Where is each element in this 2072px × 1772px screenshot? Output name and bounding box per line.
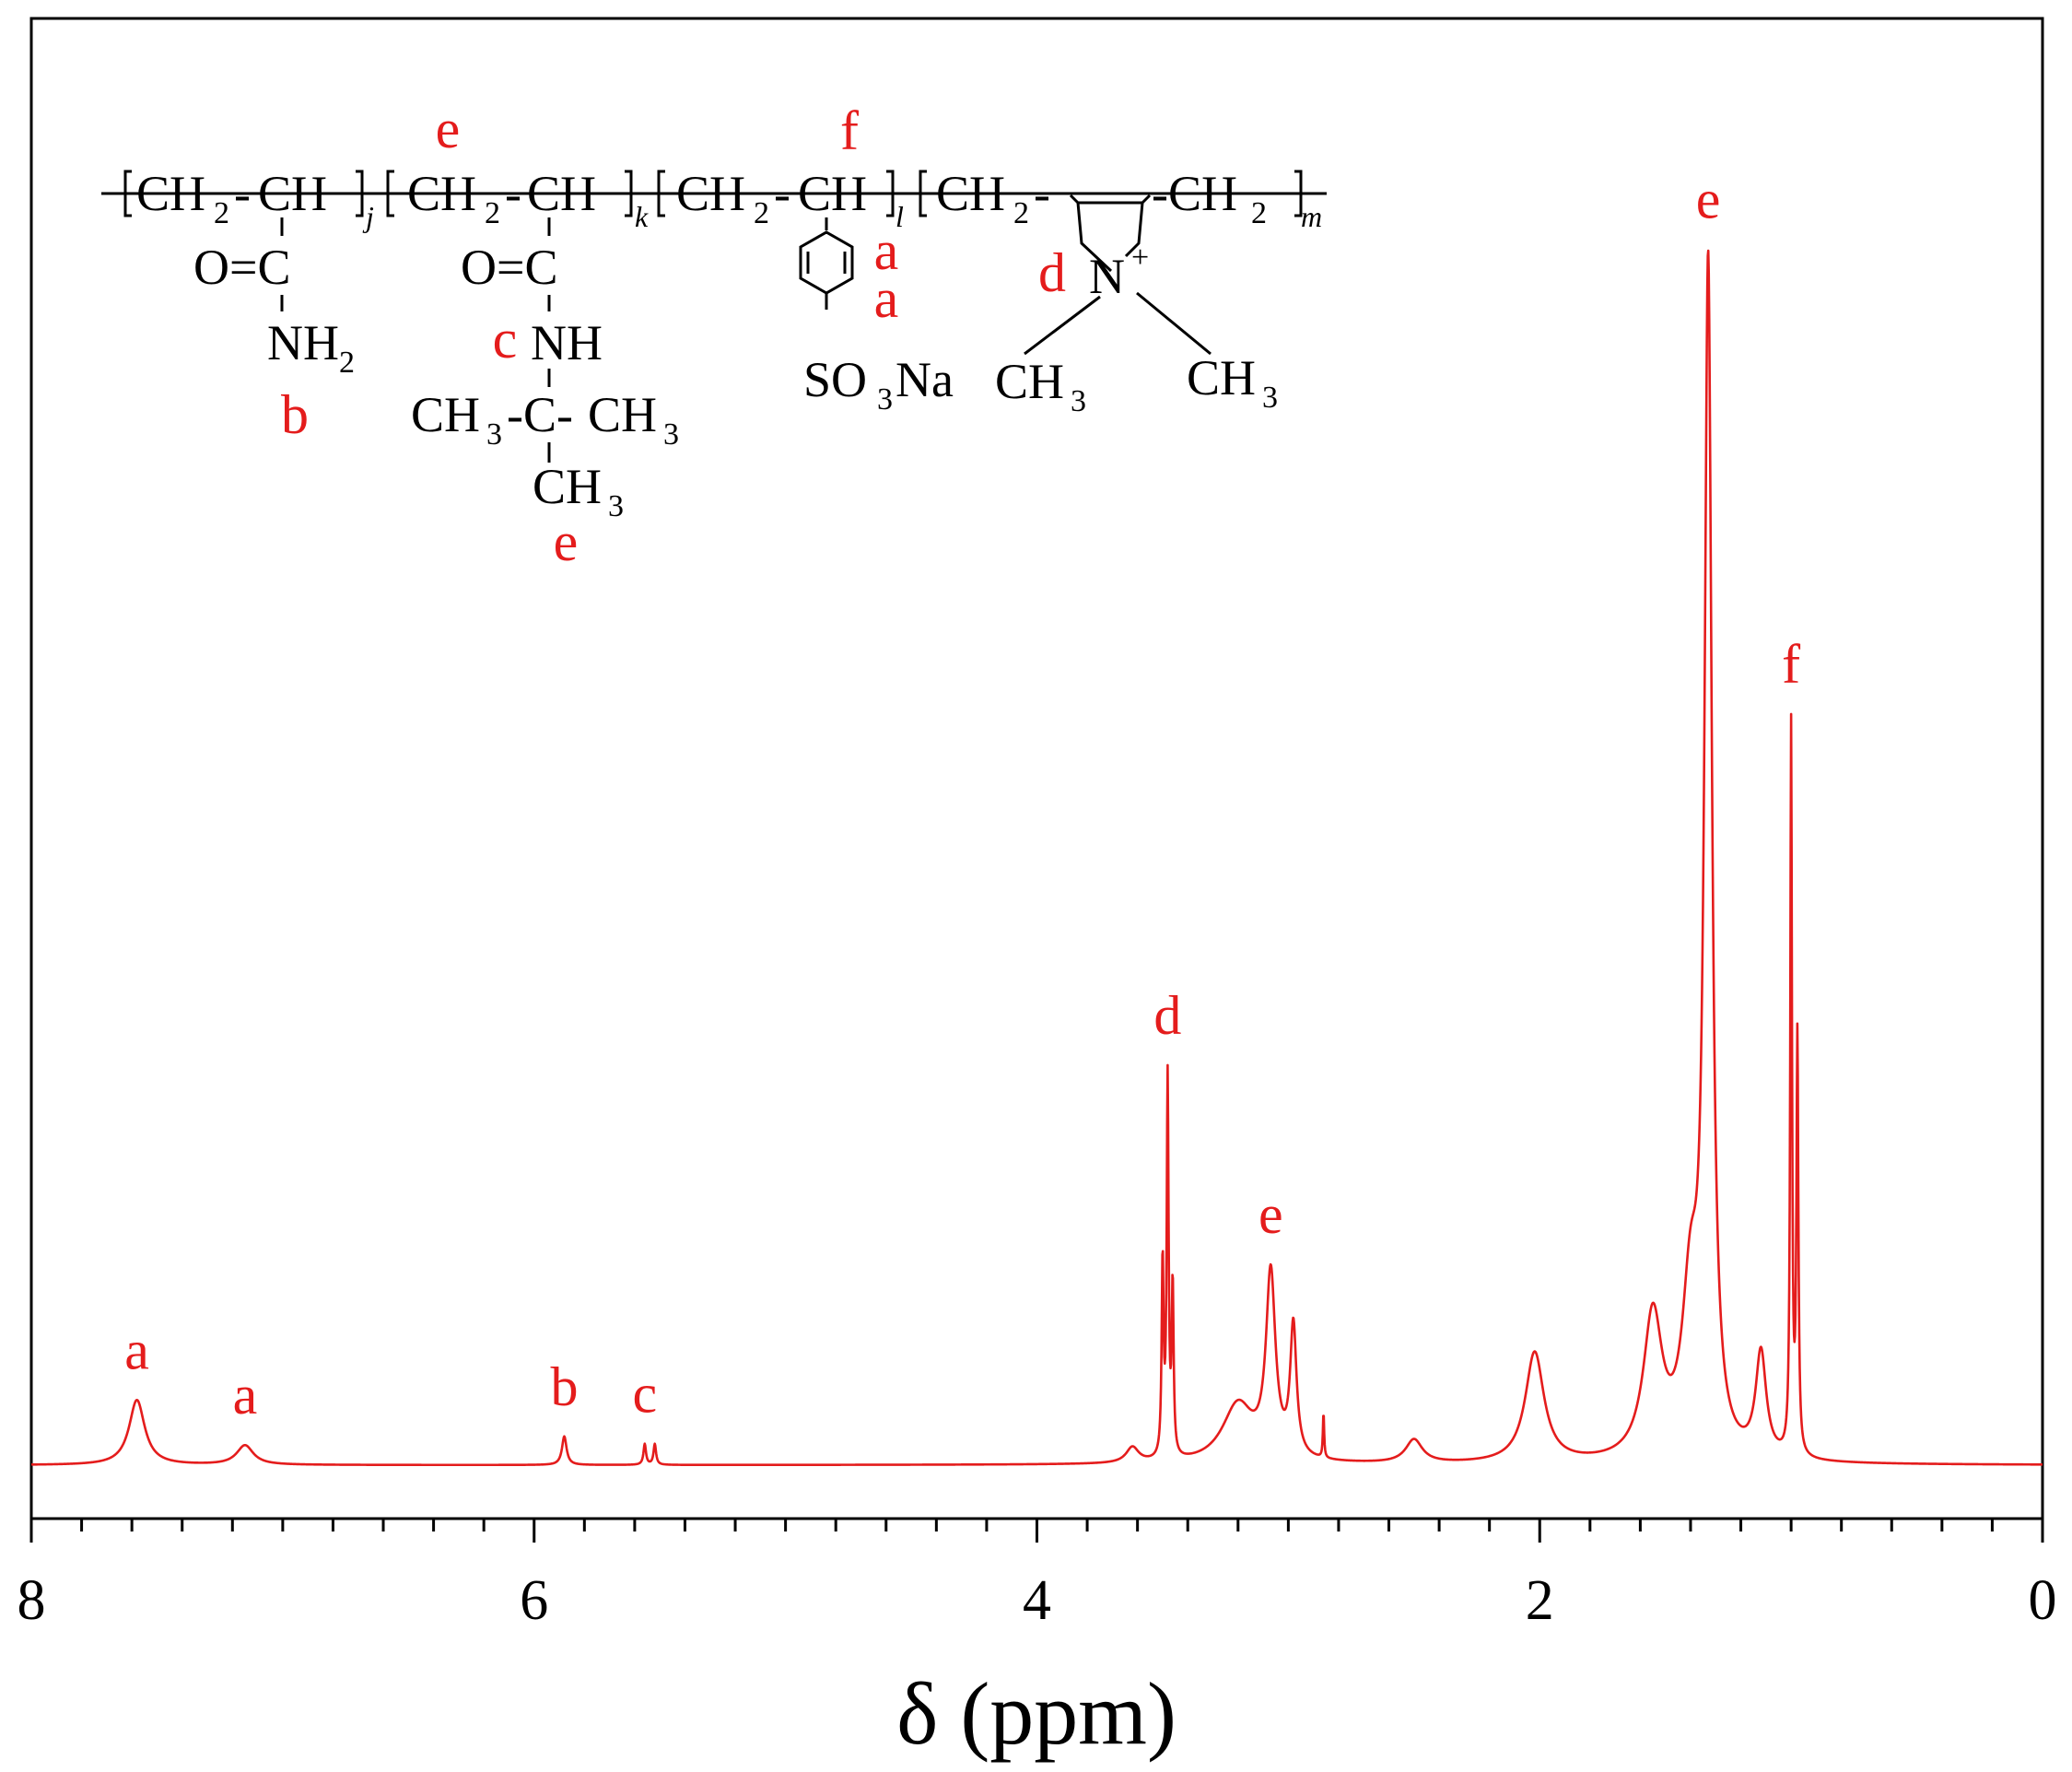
structure-label-a: a: [874, 268, 899, 329]
ch2-subscript: 2: [1013, 196, 1029, 230]
peak-label-a: a: [124, 1320, 149, 1380]
ch3-subscript: 3: [1262, 381, 1278, 415]
methyl-text: CH: [1187, 350, 1256, 405]
peak-label-c: c: [632, 1364, 657, 1425]
ch3-subscript: 3: [486, 417, 502, 452]
repeat-brackets: [123, 170, 1303, 217]
structure-label-c: c: [493, 309, 518, 370]
methyl-text: CH: [533, 459, 602, 514]
ch2-subscript: 2: [1251, 196, 1267, 230]
ch2-subscript: 2: [754, 196, 769, 230]
sulfonate-text: SO: [803, 352, 867, 407]
peak-label-a: a: [233, 1365, 258, 1426]
ch-text: CH: [798, 166, 867, 221]
ch2-text: CH: [407, 166, 476, 221]
pyrrolidinium-ring: [1024, 194, 1212, 356]
structure-label-e: e: [554, 511, 579, 572]
ch3-subscript: 3: [1071, 384, 1086, 418]
ch3-subscript: 3: [608, 489, 624, 523]
chemical-structure: CH 2 - CH j CH 2 - CH k CH 2 - CH l CH 2…: [101, 99, 1327, 572]
ch3-subscript: 3: [663, 417, 679, 452]
peak-label-b: b: [551, 1356, 579, 1417]
peak-label-e: e: [1258, 1184, 1283, 1245]
x-tick-label: 2: [1526, 1569, 1554, 1632]
structure-label-f: f: [840, 100, 859, 161]
subscript-k: k: [635, 200, 649, 233]
structure-label-a: a: [874, 220, 899, 281]
x-tick-label: 6: [520, 1569, 548, 1632]
bond-dash: -: [234, 166, 251, 221]
structure-label-d: d: [1038, 242, 1066, 303]
so3-subscript: 3: [877, 382, 893, 417]
ch2-text: CH: [936, 166, 1005, 221]
x-tick-label: 8: [18, 1569, 46, 1632]
structure-label-e: e: [436, 99, 461, 159]
subscript-l: l: [896, 200, 904, 233]
ch-text: CH: [258, 166, 327, 221]
bond-dash: -: [774, 166, 790, 221]
peak-label-e: e: [1696, 170, 1721, 230]
bond-dash: -: [505, 166, 521, 221]
ch2-text: CH: [676, 166, 745, 221]
structure-label-b: b: [281, 384, 309, 445]
ch2-text: CH: [136, 166, 205, 221]
ch2-text: -CH: [1152, 166, 1237, 221]
spectrum-series-line: [30, 249, 2043, 1467]
x-axis-tick-labels: 8 6 4 2 0: [18, 1569, 2057, 1632]
x-tick-label: 4: [1023, 1569, 1051, 1632]
ch-text: CH: [527, 166, 596, 221]
peak-label-d: d: [1153, 985, 1181, 1046]
bond-dash: -: [1034, 166, 1050, 221]
methyl-text: CH: [411, 387, 480, 442]
subscript-j: j: [362, 200, 374, 233]
methyl-text: CH: [995, 354, 1064, 409]
benzene-ring: [799, 230, 854, 295]
nh2-subscript: 2: [339, 346, 355, 380]
x-axis-ticks: [29, 1519, 2044, 1543]
amine-text: NH: [531, 315, 603, 370]
quaternary-carbon-text: -C-: [507, 387, 573, 442]
peak-label-f: f: [1782, 634, 1800, 695]
sodium-text: Na: [896, 352, 954, 407]
plot-frame: [29, 17, 2044, 1520]
carbonyl-text: O=C: [193, 240, 290, 295]
subscript-m: m: [1301, 200, 1322, 233]
amine-text: NH: [267, 315, 339, 370]
carbonyl-text: O=C: [461, 240, 557, 295]
x-tick-label: 0: [2029, 1569, 2057, 1632]
ch2-subscript: 2: [485, 196, 500, 230]
positive-charge: +: [1131, 241, 1149, 275]
methyl-text: CH: [588, 387, 657, 442]
ch2-subscript: 2: [214, 196, 229, 230]
nitrogen-text: N: [1089, 249, 1125, 304]
x-axis-title: δ (ppm): [896, 1664, 1176, 1763]
